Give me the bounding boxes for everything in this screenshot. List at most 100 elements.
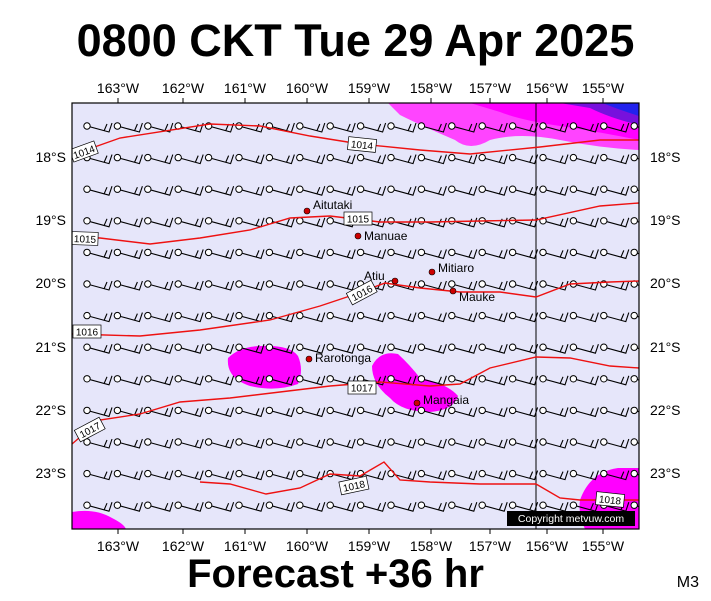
wind-barb [235, 343, 265, 354]
lat-label-left-1: 18°S [35, 149, 66, 165]
wind-barb [448, 153, 478, 165]
wind-barb [356, 501, 387, 512]
wind-barb [204, 501, 235, 512]
wind-barb [265, 185, 295, 196]
wind-barb [296, 375, 326, 386]
wind-barb [387, 406, 417, 418]
wind-barb [387, 122, 417, 133]
wind-barb [600, 438, 630, 449]
lat-label-right-6: 23°S [650, 465, 681, 481]
island-marker-mangaia [413, 399, 421, 407]
wind-barb [630, 469, 639, 478]
wind-barb [113, 122, 143, 133]
wind-barb [144, 248, 174, 260]
lat-label-left-5: 22°S [35, 402, 66, 418]
wind-barb [630, 122, 639, 130]
wind-barb [83, 438, 113, 449]
wind-barb [478, 438, 508, 449]
wind-barb [539, 469, 569, 481]
wind-barb [296, 406, 326, 418]
wind-barb [448, 501, 478, 512]
wind-barb [144, 311, 174, 323]
lat-label-right-1: 18°S [650, 149, 681, 165]
wind-barb [113, 469, 143, 481]
wind-barb [265, 469, 295, 481]
wind-barb [326, 248, 356, 260]
wind-barb [478, 501, 508, 512]
wind-barb [417, 343, 447, 354]
lon-label-top-8: 156°W [526, 80, 569, 96]
wind-barb [539, 501, 569, 512]
wind-barb [417, 248, 447, 260]
wind-barb [539, 311, 569, 323]
wind-barb [569, 248, 599, 260]
island-label-mauke: Mauke [459, 290, 495, 304]
wind-barb [296, 501, 326, 512]
wind-barb [356, 406, 387, 418]
wind-barb [296, 438, 326, 449]
wind-barb [296, 153, 326, 165]
wind-barb [204, 375, 235, 386]
wind-barb [113, 406, 143, 418]
lon-label-bottom-7: 157°W [469, 538, 512, 554]
wind-barb [600, 469, 630, 481]
tick-marks [117, 98, 604, 534]
wind-barb [478, 122, 508, 133]
wind-barb [265, 280, 295, 291]
isobar-label-4: 1015 [347, 215, 370, 226]
wind-barb [569, 469, 599, 481]
wind-barb [478, 375, 508, 386]
wind-barb [478, 406, 508, 418]
wind-barb [296, 280, 326, 291]
wind-barb [508, 375, 539, 386]
wind-barb [508, 438, 539, 449]
wind-barb [569, 217, 599, 228]
wind-barb [600, 185, 630, 196]
lon-label-top-4: 160°W [286, 80, 329, 96]
isobar-label-10: 1018 [598, 494, 622, 507]
wind-barb [265, 343, 295, 354]
wind-barb [326, 406, 356, 418]
wind-barb [204, 280, 235, 291]
wind-barb [387, 501, 417, 512]
wind-barb [630, 248, 639, 257]
wind-barb [235, 153, 265, 165]
forecast-label: Forecast +36 hr [187, 552, 484, 596]
wind-barb [113, 217, 143, 228]
wind-barb [144, 185, 174, 196]
wind-barb [417, 122, 447, 133]
island-marker-manuae [354, 232, 362, 240]
wind-barb [265, 375, 295, 386]
lat-label-left-2: 19°S [35, 212, 66, 228]
island-marker-atiu [391, 277, 399, 285]
wind-barb [265, 248, 295, 260]
wind-barb [326, 501, 356, 512]
wind-barb [569, 438, 599, 449]
lat-label-right-5: 22°S [650, 402, 681, 418]
lon-labels-top: 163°W 162°W 161°W 160°W 159°W 158°W 157°… [97, 80, 625, 96]
island-marker-mauke [449, 287, 457, 295]
wind-barb [630, 343, 639, 351]
wind-barb [569, 343, 599, 354]
wind-barb [113, 185, 143, 196]
lon-label-bottom-2: 162°W [162, 538, 205, 554]
wind-barb [448, 280, 478, 291]
lon-label-bottom-8: 156°W [526, 538, 569, 554]
wind-barb [235, 469, 265, 481]
lat-label-left-4: 21°S [35, 339, 66, 355]
lon-label-bottom-1: 163°W [97, 538, 140, 554]
wind-barb [387, 343, 417, 354]
wind-barb [144, 438, 174, 449]
isobar-1016 [72, 280, 639, 337]
wind-barb [144, 280, 174, 291]
wind-barb [235, 406, 265, 418]
wind-barb [113, 501, 143, 512]
wind-barb [113, 375, 143, 386]
wind-barb [83, 375, 113, 386]
wind-barb [508, 122, 539, 133]
lon-label-top-5: 159°W [348, 80, 391, 96]
wind-barb [508, 311, 539, 323]
wind-barb [326, 122, 356, 133]
wind-barb [478, 343, 508, 354]
